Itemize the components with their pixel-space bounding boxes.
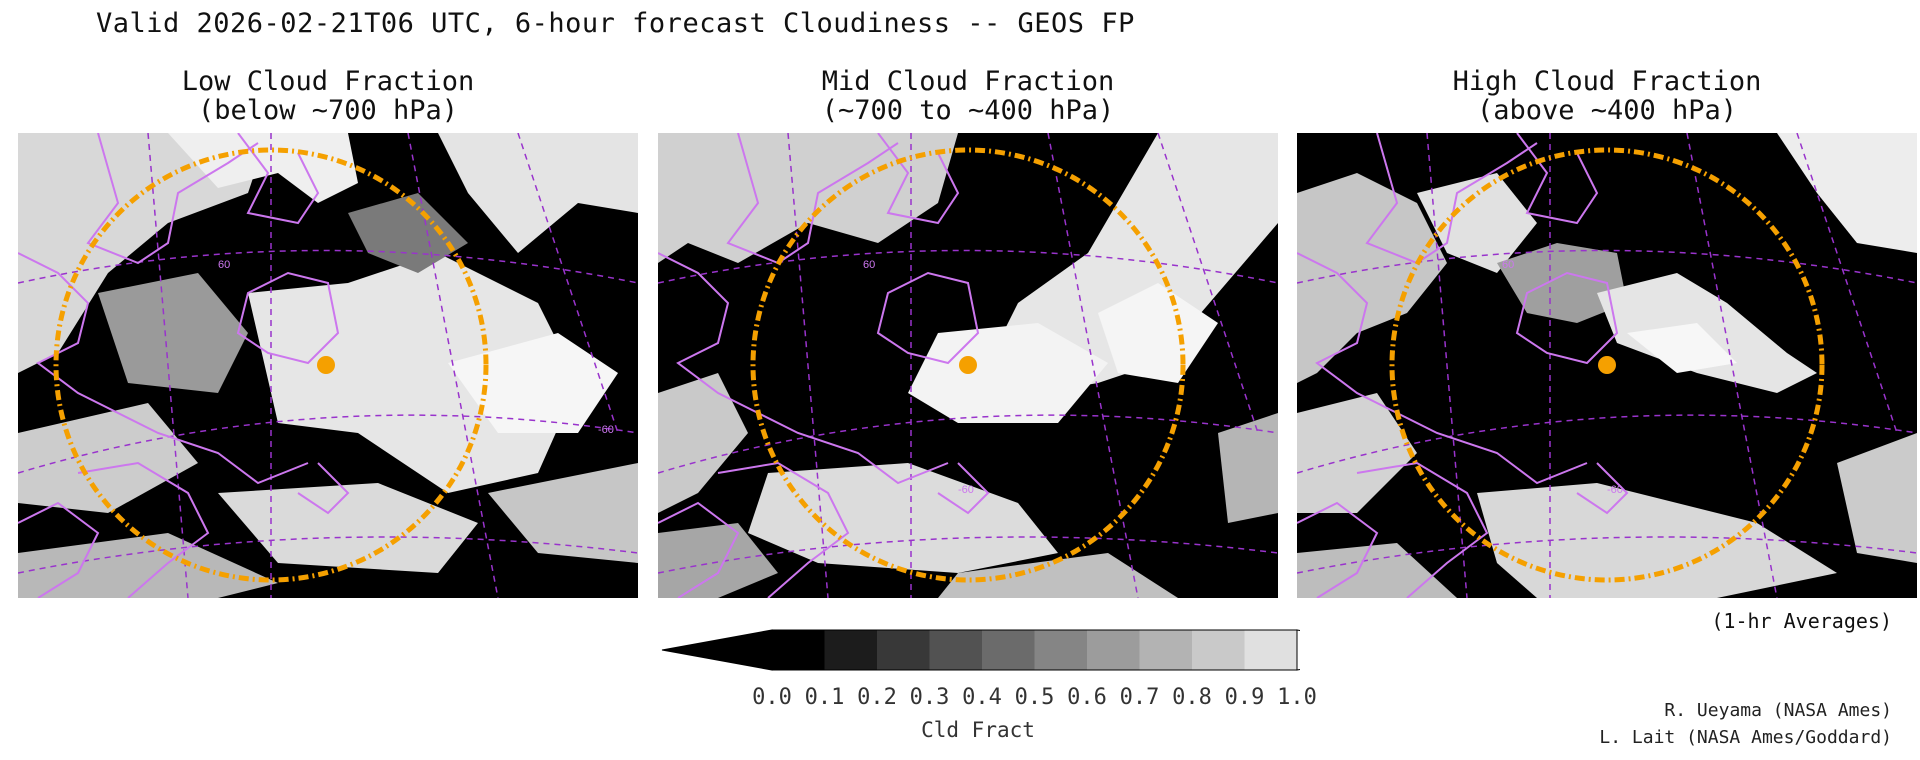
- lon-label: -60: [598, 424, 614, 436]
- colorbar-cell: [772, 630, 825, 670]
- panel-title-mid-line2: (~700 to ~400 hPa): [821, 95, 1115, 126]
- colorbar-tick-label: 0.0: [752, 685, 792, 710]
- colorbar-cell: [1192, 630, 1245, 670]
- colorbar-cell: [1034, 630, 1087, 670]
- credit-lait: L. Lait (NASA Ames/Goddard): [1599, 727, 1892, 748]
- coastlines: [18, 133, 350, 598]
- cloud-field: [658, 133, 1278, 598]
- colorbar-tick-label: 0.3: [909, 685, 950, 710]
- panel-title-mid-line1: Mid Cloud Fraction: [821, 66, 1115, 97]
- high-cloud-map: 60 -60: [1297, 133, 1917, 598]
- colorbar-tick-label: 0.7: [1119, 685, 1160, 710]
- averaging-note: (1-hr Averages): [1711, 609, 1892, 633]
- site-marker: [317, 356, 335, 374]
- mid-cloud-map: 60 -60: [658, 133, 1278, 598]
- lon-label: -60: [958, 484, 974, 496]
- colorbar-tick-labels: 0.0 0.1 0.2 0.3 0.4 0.5 0.6 0.7 0.8 0.9 1.0: [0, 685, 1920, 715]
- colorbar-tick-label: 0.4: [962, 685, 1002, 710]
- panel-title-high-line2: (above ~400 hPa): [1476, 95, 1738, 126]
- colorbar: [661, 629, 1300, 671]
- graticule: [18, 133, 638, 598]
- panel-title-mid: Mid Cloud Fraction (~700 to ~400 hPa): [658, 67, 1278, 125]
- colorbar-tick-label: 1.0: [1277, 685, 1317, 710]
- range-ring: [1389, 147, 1825, 583]
- lat-label: 60: [863, 259, 875, 271]
- panel-title-high: High Cloud Fraction (above ~400 hPa): [1297, 67, 1917, 125]
- lat-label: 60: [1502, 259, 1514, 271]
- colorbar-tick-label: 0.9: [1224, 685, 1265, 710]
- colorbar-border: [771, 629, 1298, 671]
- colorbar-tick-label: 0.5: [1014, 685, 1055, 710]
- panel-title-high-line1: High Cloud Fraction: [1452, 66, 1762, 97]
- credit-ueyama: R. Ueyama (NASA Ames): [1664, 700, 1892, 721]
- map-panel-mid-cloud: 60 -60: [658, 133, 1278, 598]
- colorbar-tick-label: 0.8: [1172, 685, 1212, 710]
- cloud-field: [1297, 133, 1917, 598]
- coastlines: [658, 133, 990, 598]
- range-ring: [750, 147, 1186, 583]
- colorbar-under-triangle: [661, 629, 773, 671]
- lon-label: -60: [1607, 484, 1623, 496]
- figure-title: Valid 2026-02-21T06 UTC, 6-hour forecast…: [96, 8, 1135, 39]
- panel-title-low-line2: (below ~700 hPa): [197, 95, 459, 126]
- colorbar-cell: [824, 630, 877, 670]
- colorbar-label: Cld Fract: [921, 718, 1035, 742]
- colorbar-cell: [1139, 630, 1192, 670]
- graticule: [658, 133, 1278, 598]
- colorbar-cell: [982, 630, 1035, 670]
- colorbar-cell: [1087, 630, 1140, 670]
- colorbar-cells: [661, 629, 1300, 671]
- lat-label: 60: [218, 259, 230, 271]
- colorbar-cell: [877, 630, 930, 670]
- colorbar-cell: [929, 630, 982, 670]
- colorbar-cell: [1244, 630, 1297, 670]
- map-panel-low-cloud: 60 -60: [18, 133, 638, 598]
- colorbar-tick-label: 0.1: [804, 685, 845, 710]
- colorbar-tick-label: 0.6: [1067, 685, 1107, 710]
- site-marker: [959, 356, 977, 374]
- cloud-field: [18, 133, 638, 598]
- range-ring: [53, 147, 489, 583]
- panel-title-low-line1: Low Cloud Fraction: [181, 66, 475, 97]
- coastlines: [1297, 133, 1629, 598]
- low-cloud-map: 60 -60: [18, 133, 638, 598]
- colorbar-tick-label: 0.2: [857, 685, 897, 710]
- site-marker: [1598, 356, 1616, 374]
- map-panel-high-cloud: 60 -60: [1297, 133, 1917, 598]
- panel-title-low: Low Cloud Fraction (below ~700 hPa): [18, 67, 638, 125]
